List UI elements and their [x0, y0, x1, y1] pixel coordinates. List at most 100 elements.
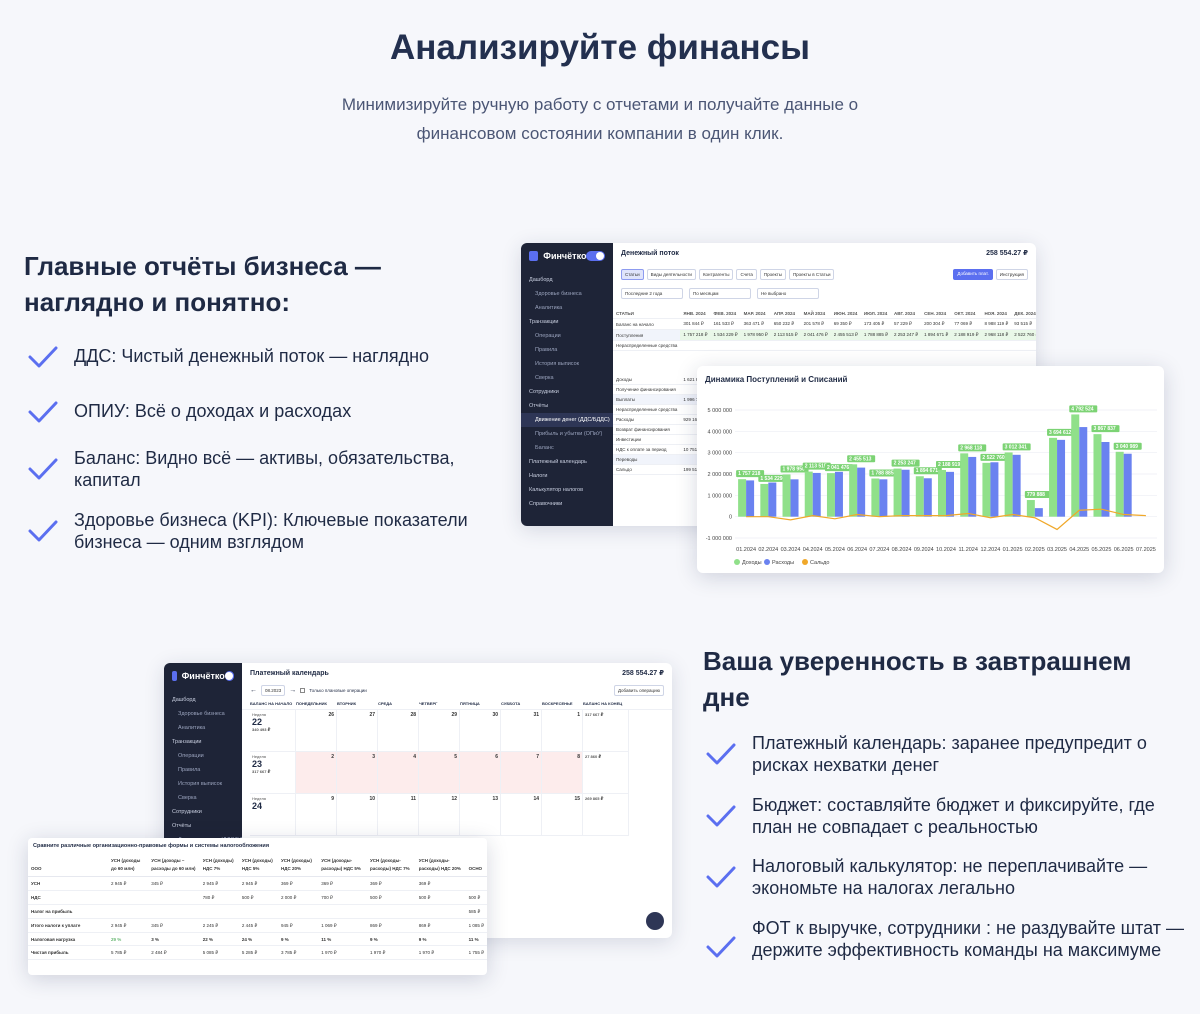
sidebar-item[interactable]: Здоровье бизнеса [178, 711, 225, 717]
day-cell[interactable]: 6 [460, 752, 501, 794]
bar-expense[interactable] [790, 479, 799, 517]
day-cell[interactable]: 30 [460, 710, 501, 752]
day-cell[interactable]: 2 [296, 752, 337, 794]
bar-expense[interactable] [1034, 508, 1043, 517]
tab[interactable]: Счета [736, 269, 757, 280]
sidebar-item[interactable]: Сверка [535, 375, 554, 381]
sidebar-item[interactable]: Отчёты [172, 823, 192, 829]
sidebar-item[interactable]: Сверка [178, 795, 197, 801]
theme-toggle[interactable] [224, 671, 234, 681]
plan-only-checkbox[interactable] [300, 688, 306, 693]
sidebar-item[interactable]: Налоги [529, 473, 548, 479]
project-select[interactable]: Не выбрано [757, 288, 819, 299]
bar-expense[interactable] [834, 471, 843, 517]
sidebar-item[interactable]: Здоровье бизнеса [535, 291, 582, 297]
day-cell[interactable]: 15 [542, 794, 583, 836]
bar-expense[interactable] [946, 471, 954, 517]
bar-income[interactable] [893, 468, 902, 517]
bar-income[interactable] [738, 479, 747, 517]
sidebar-item[interactable]: Правила [178, 767, 201, 773]
bar-income[interactable] [804, 471, 813, 517]
day-cell[interactable]: 5 [419, 752, 460, 794]
sidebar-item[interactable]: Отчёты [529, 403, 549, 409]
bar-expense[interactable] [857, 467, 866, 517]
day-cell[interactable]: 7 [501, 752, 542, 794]
bar-income[interactable] [1004, 452, 1013, 517]
bar-income[interactable] [1026, 500, 1035, 517]
day-cell[interactable]: 28 [378, 710, 419, 752]
day-cell[interactable]: 4 [378, 752, 419, 794]
sidebar-item[interactable]: Аналитика [535, 305, 563, 311]
sidebar-item[interactable]: Транзакции [172, 739, 202, 745]
sidebar-item[interactable]: Прибыль и убытки (ОПиУ) [535, 431, 603, 437]
date-picker[interactable]: 08.2023 [261, 685, 286, 696]
day-cell[interactable]: 8 [542, 752, 583, 794]
sidebar-item[interactable]: Калькулятор налогов [529, 487, 584, 493]
day-cell[interactable]: 10 [337, 794, 378, 836]
bar-expense[interactable] [968, 456, 977, 517]
bar-income[interactable] [960, 453, 969, 517]
bar-income[interactable] [871, 478, 880, 517]
day-cell[interactable]: 26 [296, 710, 337, 752]
bar-income[interactable] [1115, 451, 1124, 517]
bar-income[interactable] [1049, 437, 1058, 517]
bar-expense[interactable] [923, 478, 932, 517]
tab[interactable]: Проекты [759, 269, 786, 280]
owl-assistant-icon[interactable] [646, 912, 664, 930]
day-cell[interactable]: 9 [296, 794, 337, 836]
sidebar-item[interactable]: Платежный календарь [529, 459, 587, 465]
day-cell[interactable]: 13 [460, 794, 501, 836]
day-cell[interactable]: 31 [501, 710, 542, 752]
bar-income[interactable] [782, 474, 791, 517]
bar-income[interactable] [849, 464, 858, 517]
day-cell[interactable]: 27 [337, 710, 378, 752]
bar-expense[interactable] [990, 462, 999, 517]
day-cell[interactable]: 14 [501, 794, 542, 836]
day-cell[interactable]: 3 [337, 752, 378, 794]
bar-expense[interactable] [1123, 453, 1132, 517]
bar-expense[interactable] [1101, 442, 1110, 517]
bar-income[interactable] [982, 462, 991, 517]
tab[interactable]: Контрагенты [698, 269, 734, 280]
sidebar-item[interactable]: Сотрудники [172, 809, 202, 815]
day-cell[interactable]: 12 [419, 794, 460, 836]
bar-income[interactable] [938, 469, 946, 517]
bar-income[interactable] [760, 483, 769, 517]
bar-expense[interactable] [901, 469, 910, 517]
bar-expense[interactable] [1079, 427, 1088, 517]
bar-income[interactable] [915, 476, 924, 517]
prev-arrow-icon[interactable]: ← [250, 687, 257, 694]
add-operation-button[interactable]: Добавить операцию [613, 685, 664, 696]
sidebar-item[interactable]: Дашборд [529, 277, 553, 283]
sidebar-item[interactable]: Справочники [529, 501, 563, 507]
tab[interactable]: Проекты в Статьи [788, 269, 835, 280]
tab[interactable]: Статьи [621, 269, 644, 280]
bar-expense[interactable] [1057, 439, 1066, 517]
day-cell[interactable]: 29 [419, 710, 460, 752]
grouping-select[interactable]: По месяцам [689, 288, 751, 299]
sidebar-item[interactable]: Баланс [535, 445, 554, 451]
bar-expense[interactable] [879, 479, 888, 517]
period-select[interactable]: Последние 2 года [621, 288, 683, 299]
sidebar-item[interactable]: Сотрудники [529, 389, 559, 395]
bar-expense[interactable] [768, 482, 777, 517]
day-cell[interactable]: 11 [378, 794, 419, 836]
sidebar-item[interactable]: Транзакции [529, 319, 559, 325]
instruction-button[interactable]: Инструкция [995, 269, 1028, 280]
sidebar-item-active[interactable]: Движение денег (ДДС/БДДС) [521, 413, 613, 427]
next-arrow-icon[interactable]: → [289, 687, 297, 694]
table-row[interactable]: Поступления 1 757 218 ₽ 1 534 229 ₽ 1 97… [613, 329, 1036, 341]
add-payment-button[interactable]: Добавить плат. [953, 269, 993, 280]
bar-expense[interactable] [1012, 454, 1021, 517]
bar-expense[interactable] [812, 472, 821, 517]
sidebar-item[interactable]: Дашборд [172, 697, 196, 703]
sidebar-item[interactable]: Аналитика [178, 725, 206, 731]
bar-expense[interactable] [746, 480, 755, 517]
bar-income[interactable] [1071, 414, 1080, 517]
theme-toggle[interactable] [586, 251, 605, 261]
day-cell[interactable]: 1 [542, 710, 583, 752]
tab[interactable]: Виды деятельности [646, 269, 696, 280]
sidebar-item[interactable]: Правила [535, 347, 558, 353]
sidebar-item[interactable]: Операции [535, 333, 561, 339]
bar-income[interactable] [1093, 434, 1102, 517]
